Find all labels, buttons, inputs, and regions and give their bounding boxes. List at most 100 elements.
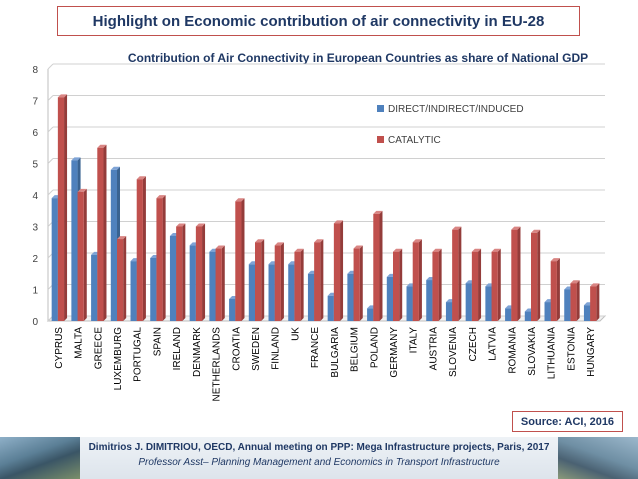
y-tick-label: 2 xyxy=(32,254,38,265)
x-tick-label: PORTUGAL xyxy=(133,327,144,382)
bar-side xyxy=(182,223,186,321)
x-tick-label: FRANCE xyxy=(310,327,321,368)
bar-catalytic xyxy=(314,242,321,321)
bar-catalytic xyxy=(294,251,301,321)
x-tick-label: LATVIA xyxy=(488,327,499,361)
bar-side xyxy=(64,94,68,321)
bar-top xyxy=(491,248,501,252)
source-badge: Source: ACI, 2016 xyxy=(512,411,623,432)
x-tick-label: CYPRUS xyxy=(54,327,65,369)
bar-direct xyxy=(189,245,196,321)
bar-top xyxy=(333,220,344,224)
y-tick-label: 8 xyxy=(32,65,38,76)
bar-side xyxy=(162,195,166,321)
bar-top xyxy=(570,280,580,284)
bar-direct xyxy=(110,169,117,321)
bar-catalytic xyxy=(373,213,380,321)
bar-catalytic xyxy=(432,251,439,321)
bar-catalytic xyxy=(136,179,143,321)
bar-top xyxy=(195,223,206,227)
bar-top xyxy=(97,144,107,148)
bar-catalytic xyxy=(590,286,597,321)
bar-top xyxy=(117,236,127,240)
gridline-depth xyxy=(47,158,54,164)
y-tick-label: 3 xyxy=(32,223,38,234)
y-tick-label: 1 xyxy=(32,286,38,297)
bar-top xyxy=(412,239,422,243)
bar-top xyxy=(590,283,600,287)
x-tick-label: MALTA xyxy=(74,327,85,359)
bar-direct xyxy=(307,273,315,321)
bar-direct xyxy=(51,198,58,321)
x-tick-label: ROMANIA xyxy=(507,327,518,374)
x-tick-label: ITALY xyxy=(409,327,420,354)
bar-side xyxy=(418,239,422,321)
bar-direct xyxy=(465,283,472,321)
bar-catalytic xyxy=(531,232,538,321)
y-tick-label: 7 xyxy=(32,97,38,108)
x-tick-label: GERMANY xyxy=(389,327,400,378)
bar-top xyxy=(274,242,284,246)
cityscape-image xyxy=(0,437,80,479)
bar-catalytic xyxy=(57,97,65,321)
bar-side xyxy=(478,248,482,321)
legend-label: DIRECT/INDIRECT/INDUCED xyxy=(388,104,524,115)
bar-side xyxy=(438,248,442,321)
bar-side xyxy=(359,245,363,321)
bar-catalytic xyxy=(176,226,183,321)
bar-direct xyxy=(564,289,571,321)
bar-top xyxy=(511,226,521,230)
bar-catalytic xyxy=(255,242,262,321)
bar-direct xyxy=(169,235,177,321)
bar-side xyxy=(556,258,560,321)
bar-top xyxy=(353,245,363,249)
gridline-depth xyxy=(47,63,54,70)
x-tick-label: SWEDEN xyxy=(251,327,262,371)
x-tick-label: IRELAND xyxy=(172,327,183,370)
infrastructure-image xyxy=(558,437,638,479)
bar-side xyxy=(261,239,265,321)
bar-side xyxy=(280,242,284,321)
bar-side xyxy=(320,239,324,321)
y-tick-label: 0 xyxy=(32,317,38,328)
bar-direct xyxy=(485,286,492,321)
x-tick-label: DENMARK xyxy=(192,327,203,377)
bar-side xyxy=(497,248,501,321)
bar-side xyxy=(103,144,107,321)
footer-author: Dimitrios J. DIMITRIOU, OECD, Annual mee… xyxy=(88,442,550,453)
x-tick-label: NETHERLANDS xyxy=(212,327,223,402)
bar-catalytic xyxy=(412,242,419,321)
bar-direct xyxy=(505,308,512,321)
x-tick-label: UK xyxy=(290,327,301,341)
bar-top xyxy=(373,210,383,214)
bar-side xyxy=(202,223,206,321)
x-tick-label: HUNGARY xyxy=(586,327,597,377)
bar-catalytic xyxy=(215,248,222,321)
bar-top xyxy=(255,239,265,243)
x-tick-label: LUXEMBURG xyxy=(113,327,124,391)
bar-side xyxy=(379,210,383,321)
slide-title-text: Highlight on Economic contribution of ai… xyxy=(92,12,545,30)
y-tick-label: 4 xyxy=(32,191,38,202)
bar-direct xyxy=(544,302,551,321)
x-tick-label: FINLAND xyxy=(271,327,282,370)
bar-catalytic xyxy=(550,261,557,321)
x-tick-label: CROATIA xyxy=(231,327,242,371)
bar-side xyxy=(83,188,87,321)
bar-catalytic xyxy=(274,245,281,321)
bar-top xyxy=(471,248,482,252)
bar-top xyxy=(314,239,324,243)
bar-direct xyxy=(386,276,393,321)
x-tick-label: AUSTRIA xyxy=(428,327,439,371)
bar-top xyxy=(156,195,166,199)
bar-direct xyxy=(71,160,78,321)
x-tick-label: SLOVENIA xyxy=(448,327,459,377)
bar-top xyxy=(235,198,245,202)
bar-direct xyxy=(367,308,374,321)
bar-side xyxy=(123,236,127,321)
x-tick-label: SLOVAKIA xyxy=(527,327,538,376)
bar-catalytic xyxy=(353,248,360,321)
bar-direct xyxy=(583,305,591,321)
y-tick-label: 6 xyxy=(32,128,38,139)
bar-direct xyxy=(209,251,216,321)
